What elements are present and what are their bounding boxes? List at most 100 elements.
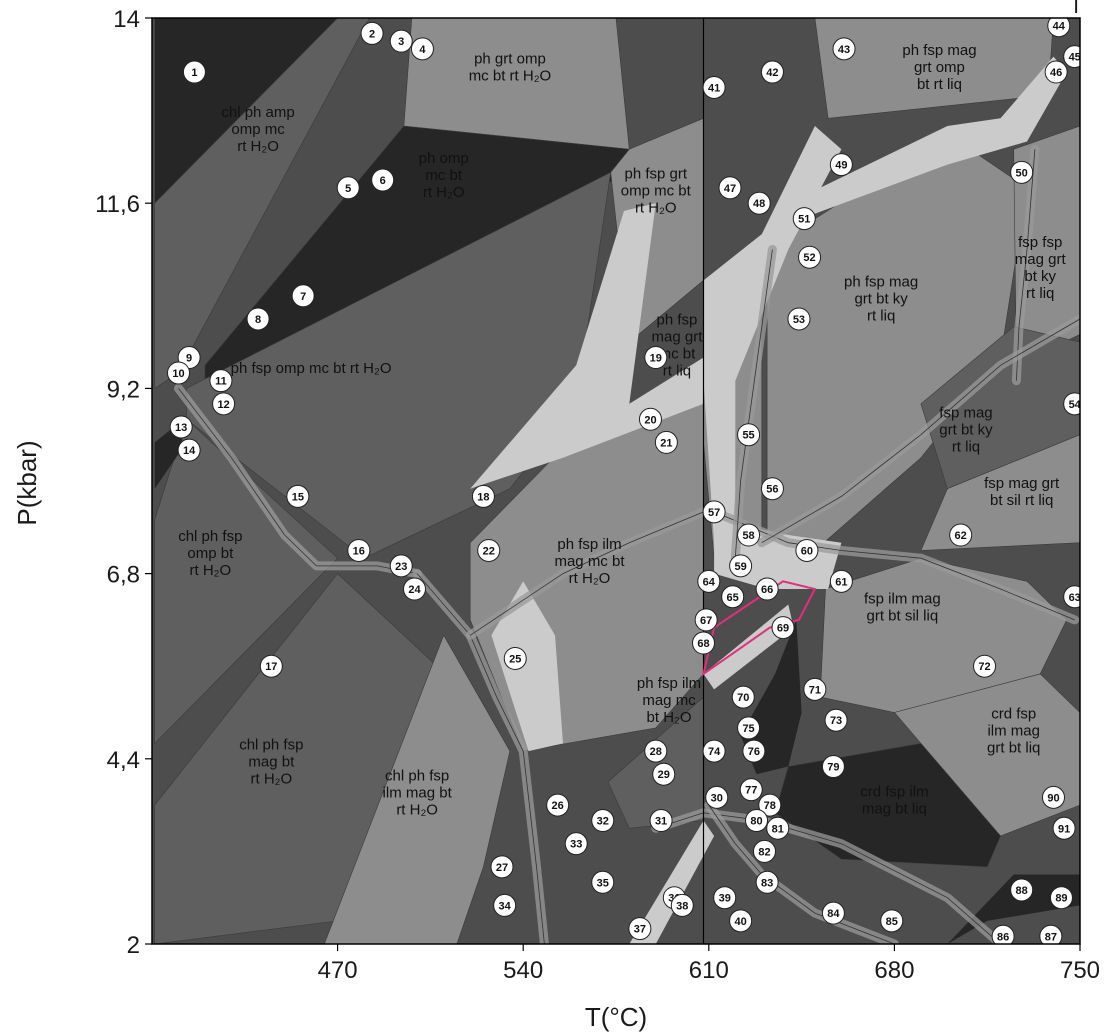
- point-marker-70: [731, 685, 755, 709]
- pale-band-4: [788, 56, 1067, 219]
- point-label-84: 84: [827, 908, 840, 920]
- point-label-44: 44: [1053, 21, 1066, 33]
- point-marker-18: [471, 484, 495, 508]
- point-marker-54: [1063, 392, 1080, 416]
- point-label-64: 64: [703, 576, 716, 588]
- field-label-line: crd fsp ilm: [860, 784, 928, 801]
- point-marker-73: [824, 708, 848, 732]
- point-label-22: 22: [483, 545, 495, 557]
- field-label-line: rt H₂O: [237, 138, 279, 155]
- field-label-line: ilm mag bt: [383, 784, 453, 801]
- point-label-74: 74: [708, 746, 721, 758]
- point-label-11: 11: [215, 376, 227, 388]
- point-label-3: 3: [398, 36, 404, 48]
- point-marker-42: [760, 60, 784, 84]
- field-label-8: chl ph fsp mag bt rt H₂O: [239, 737, 303, 788]
- point-label-6: 6: [380, 175, 386, 187]
- point-label-62: 62: [955, 530, 967, 542]
- point-marker-88: [1010, 878, 1034, 902]
- point-marker-89: [1049, 886, 1073, 910]
- field-label-line: ph fsp ilm: [637, 675, 701, 692]
- point-marker-47: [718, 176, 742, 200]
- point-marker-87: [1039, 924, 1063, 944]
- point-marker-33: [564, 832, 588, 856]
- field-label-line: omp mc: [231, 121, 285, 138]
- field-label-line: rt liq: [952, 439, 980, 456]
- point-marker-40: [729, 909, 753, 933]
- field-label-20: crd fsp ilm mag bt liq: [860, 784, 928, 818]
- point-marker-60: [795, 538, 819, 562]
- point-marker-10: [167, 361, 191, 385]
- field-label-line: rt H₂O: [423, 184, 465, 201]
- point-label-45: 45: [1069, 52, 1081, 64]
- field-label-10: ph fsp ilm mag mc bt rt H₂O: [554, 536, 625, 587]
- point-marker-64: [697, 569, 721, 593]
- point-label-17: 17: [265, 661, 277, 673]
- point-label-77: 77: [745, 785, 757, 797]
- point-marker-50: [1010, 160, 1034, 184]
- point-label-61: 61: [835, 576, 847, 588]
- field-region-17: [920, 434, 1080, 551]
- field-label-line: grt bt ky: [854, 291, 908, 308]
- point-marker-20: [638, 407, 662, 431]
- field-label-line: grt bt liq: [987, 740, 1040, 757]
- field-label-5: ph fsp grt omp mc bt rt H₂O: [621, 165, 692, 216]
- point-marker-66: [755, 577, 779, 601]
- point-marker-17: [259, 654, 283, 678]
- point-marker-35: [591, 870, 615, 894]
- point-marker-61: [829, 569, 853, 593]
- point-label-67: 67: [700, 615, 712, 627]
- field-label-line: ph fsp grt: [624, 165, 687, 182]
- field-label-17: fsp mag grt bt sil rt liq: [984, 475, 1060, 509]
- point-label-53: 53: [793, 314, 805, 326]
- plot-frame: [151, 17, 1081, 945]
- field-label-line: fsp mag grt: [984, 475, 1060, 492]
- point-marker-44: [1047, 18, 1071, 38]
- point-marker-46: [1044, 60, 1068, 84]
- field-label-line: chl ph amp: [221, 104, 294, 121]
- point-label-39: 39: [719, 893, 731, 905]
- point-label-13: 13: [175, 422, 187, 434]
- point-marker-12: [212, 392, 236, 416]
- point-marker-30: [705, 785, 729, 809]
- point-label-42: 42: [766, 67, 778, 79]
- field-label-line: mag mc: [642, 692, 696, 709]
- point-label-86: 86: [997, 931, 1009, 943]
- field-label-line: chl ph fsp: [239, 737, 303, 754]
- point-marker-72: [973, 654, 997, 678]
- field-label-line: rt H₂O: [569, 570, 611, 587]
- point-marker-39: [713, 886, 737, 910]
- point-label-76: 76: [748, 746, 760, 758]
- point-label-8: 8: [255, 314, 261, 326]
- point-label-33: 33: [570, 839, 582, 851]
- field-label-line: ph fsp omp mc bt rt H₂O: [231, 360, 392, 377]
- point-label-28: 28: [650, 746, 662, 758]
- point-label-91: 91: [1058, 823, 1070, 835]
- point-label-59: 59: [734, 561, 746, 573]
- x-tick-label: 750: [1060, 957, 1100, 984]
- point-marker-7: [291, 284, 315, 308]
- point-label-40: 40: [734, 916, 746, 928]
- point-marker-81: [766, 816, 790, 840]
- point-marker-22: [477, 538, 501, 562]
- point-marker-49: [829, 153, 853, 177]
- boundary-line-2: [416, 573, 545, 944]
- field-label-line: rt H₂O: [635, 199, 677, 216]
- point-label-16: 16: [353, 545, 365, 557]
- point-marker-76: [742, 739, 766, 763]
- point-label-41: 41: [708, 82, 720, 94]
- dark-region-2: [947, 874, 1080, 944]
- point-label-50: 50: [1016, 167, 1028, 179]
- point-marker-2: [360, 21, 384, 45]
- field-label-line: grt omp: [914, 59, 965, 76]
- field-label-line: chl ph fsp: [178, 528, 242, 545]
- field-label-3: ph omp mc bt rt H₂O: [419, 150, 469, 201]
- boundary-line-9: [761, 318, 1080, 544]
- y-tick-label: 2: [127, 932, 140, 959]
- point-label-35: 35: [597, 877, 609, 889]
- point-marker-51: [792, 207, 816, 231]
- point-marker-6: [371, 168, 395, 192]
- point-marker-65: [721, 585, 745, 609]
